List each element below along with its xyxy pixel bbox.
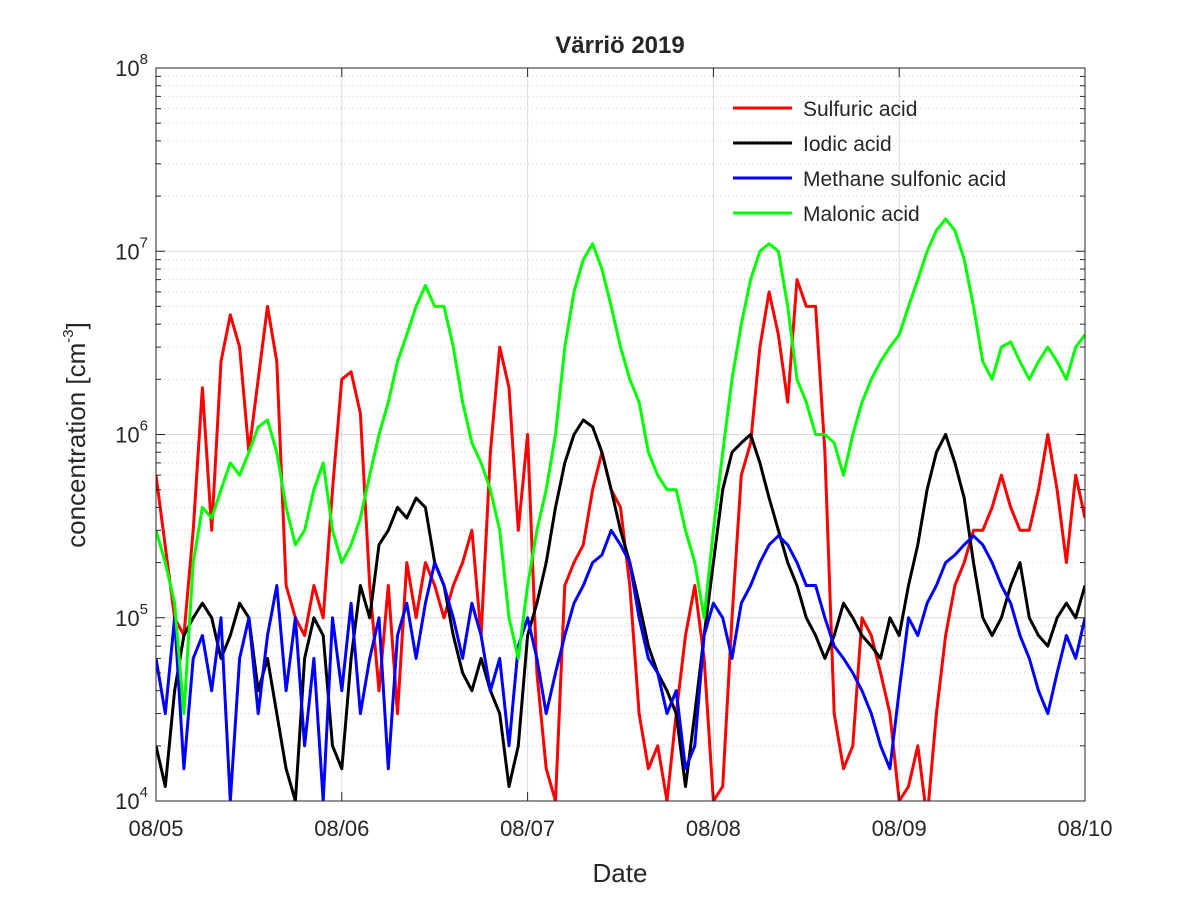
y-tick-label-exp: 6	[140, 418, 148, 435]
legend-label: Methane sulfonic acid	[803, 168, 1006, 191]
legend-label: Sulfuric acid	[803, 98, 917, 121]
series-line	[156, 528, 1085, 801]
y-tick-label-base: 10	[115, 789, 139, 814]
x-tick-label: 08/08	[686, 816, 741, 841]
x-tick-label: 08/05	[128, 816, 183, 841]
y-tick-label-exp: 7	[140, 234, 148, 251]
chart-title: Värriö 2019	[555, 32, 684, 59]
x-tick-label: 08/10	[1057, 816, 1112, 841]
legend-label: Malonic acid	[803, 203, 920, 226]
x-tick-labels: 08/05 08/06 08/07 08/08 08/09 08/10	[128, 816, 1112, 841]
y-axis-label-exp: -3	[60, 329, 77, 342]
y-tick-label: 107	[115, 234, 148, 264]
series-layer	[156, 217, 1085, 801]
y-tick-label: 106	[115, 418, 148, 448]
y-tick-label-exp: 5	[140, 601, 148, 618]
x-tick-label: 08/07	[500, 816, 555, 841]
y-tick-label: 105	[115, 601, 148, 631]
y-tick-label-base: 10	[115, 423, 139, 448]
y-tick-label: 104	[115, 784, 148, 814]
y-tick-label-base: 10	[115, 56, 139, 81]
legend-label: Iodic acid	[803, 133, 892, 156]
legend: Sulfuric acid Iodic acid Methane sulfonic …	[733, 98, 1006, 226]
series-line	[156, 418, 1085, 801]
x-axis-label: Date	[593, 858, 648, 888]
series-line	[156, 217, 1085, 716]
y-axis-label-base: concentration [cm	[61, 343, 91, 548]
minor-grid	[156, 75, 1085, 747]
y-tick-label: 108	[115, 51, 148, 81]
y-tick-label-base: 10	[115, 239, 139, 264]
y-axis-label: concentration [cm-3]	[60, 322, 91, 548]
y-axis-label-close: ]	[61, 322, 91, 329]
y-tick-label-base: 10	[115, 606, 139, 631]
y-tick-label-exp: 4	[140, 784, 148, 801]
x-tick-label: 08/06	[314, 816, 369, 841]
x-tick-label: 08/09	[872, 816, 927, 841]
y-tick-label-exp: 8	[140, 51, 148, 68]
tick-marks	[155, 67, 1086, 802]
